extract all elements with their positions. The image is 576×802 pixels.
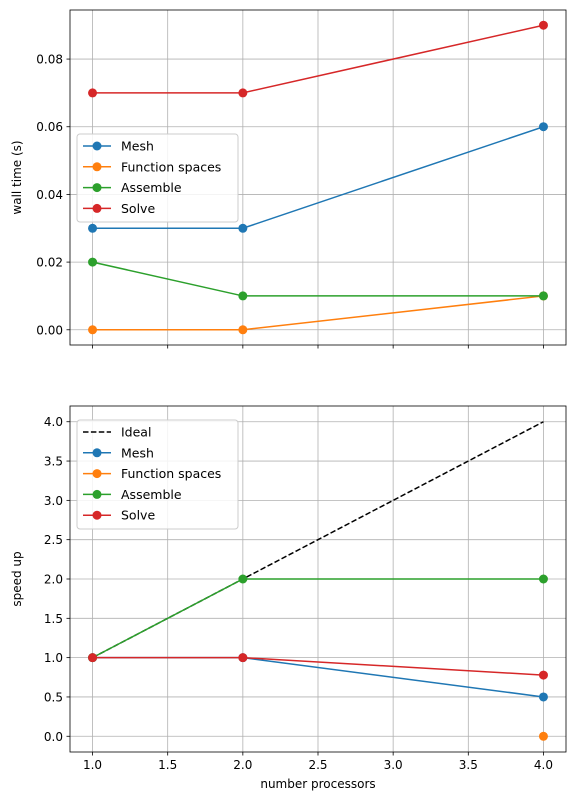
legend-marker [92, 203, 102, 213]
legend-marker [92, 448, 102, 458]
series-solve [88, 20, 548, 98]
chart-panel-2: 1.0 1.5 2.0 2.5 3.0 3.5 4.0 0.0 0.5 1.0 1.5 2.0 2.5 3… [10, 405, 567, 791]
legend-box [76, 419, 239, 530]
legend-label: Mesh [121, 445, 154, 460]
y-tick-label: 0.00 [36, 323, 63, 337]
x-tick-label: 3.0 [384, 758, 403, 772]
chart-panel-1: 0.00 0.02 0.04 0.06 0.08 wall time (s) Mesh Fun… [10, 9, 567, 349]
y-tick-label: 1.5 [44, 612, 63, 626]
y-tick-label: 0.06 [36, 120, 63, 134]
legend-label: Assemble [121, 487, 182, 502]
y-tick-label: 3.5 [44, 455, 63, 469]
legend-label: Solve [121, 508, 155, 523]
x-axis-label: number processors [260, 777, 375, 791]
x-tick-label: 1.0 [83, 758, 102, 772]
data-point [538, 731, 548, 741]
y-tick-label: 3.0 [44, 494, 63, 508]
y-tick-label: 0.0 [44, 730, 63, 744]
series-function-spaces [538, 731, 548, 741]
legend-item: Function spaces [83, 159, 221, 174]
data-point [238, 653, 248, 663]
legend-item: Mesh [83, 445, 154, 460]
data-point [538, 692, 548, 702]
legend-item: Assemble [83, 180, 182, 195]
data-point [538, 291, 548, 301]
data-point [88, 653, 98, 663]
x-tick-label: 2.5 [308, 758, 327, 772]
legend-item: Solve [83, 201, 155, 216]
legend-label: Ideal [121, 425, 151, 440]
data-point [88, 325, 98, 335]
y-axis-label: speed up [10, 551, 24, 606]
data-point [238, 88, 248, 98]
series-solve [88, 653, 548, 680]
y-tick-label: 0.04 [36, 188, 63, 202]
data-point [238, 291, 248, 301]
data-point [538, 574, 548, 584]
data-point [88, 223, 98, 233]
legend-marker [92, 489, 102, 499]
x-tick-label: 1.5 [158, 758, 177, 772]
legend-item: Solve [83, 508, 155, 523]
legend-label: Solve [121, 201, 155, 216]
y-tick-label: 0.02 [36, 256, 63, 270]
legend-item: Assemble [83, 487, 182, 502]
y-axis-label: wall time (s) [10, 140, 24, 214]
data-point [538, 20, 548, 30]
data-point [538, 670, 548, 680]
y-tick-label: 2.5 [44, 533, 63, 547]
legend-label: Function spaces [121, 466, 221, 481]
data-point [238, 325, 248, 335]
y-tick-label: 0.5 [44, 690, 63, 704]
legend-box [76, 133, 239, 223]
y-tick-label: 4.0 [44, 415, 63, 429]
legend-marker [92, 183, 102, 193]
series-mesh [88, 122, 548, 233]
legend: Mesh Function spaces Assemble Solve [76, 133, 239, 223]
legend-item: Ideal [83, 425, 151, 440]
data-point [88, 257, 98, 267]
series-assemble [88, 257, 548, 301]
legend-marker [92, 469, 102, 479]
x-tick-label: 4.0 [534, 758, 553, 772]
data-point [538, 122, 548, 132]
legend: Ideal Mesh Function spaces Assemble Solve [76, 419, 239, 530]
legend-marker [92, 510, 102, 520]
data-point [238, 574, 248, 584]
x-tick-label: 2.0 [233, 758, 252, 772]
legend-marker [92, 162, 102, 172]
legend-item: Mesh [83, 139, 154, 154]
x-tick-label: 3.5 [459, 758, 478, 772]
y-tick-label: 2.0 [44, 573, 63, 587]
legend-label: Function spaces [121, 159, 221, 174]
legend-item: Function spaces [83, 466, 221, 481]
y-tick-label: 0.08 [36, 53, 63, 67]
data-point [238, 223, 248, 233]
legend-label: Mesh [121, 139, 154, 154]
legend-marker [92, 141, 102, 151]
legend-label: Assemble [121, 180, 182, 195]
data-point [88, 88, 98, 98]
y-tick-label: 1.0 [44, 651, 63, 665]
